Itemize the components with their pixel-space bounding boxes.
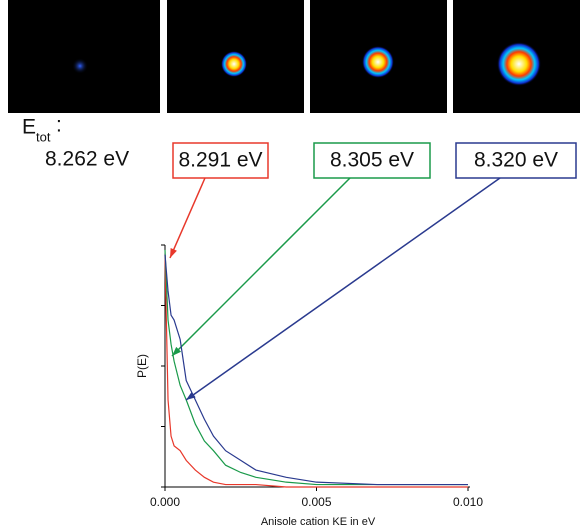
etot-sub: tot (36, 129, 51, 144)
x-tick-label: 0.005 (301, 495, 331, 509)
detector-images (8, 0, 580, 113)
image-spot (362, 46, 394, 78)
pointer-arrow (170, 178, 205, 258)
x-tick-label: 0.010 (453, 495, 483, 509)
energy-label: 8.262 eV (45, 148, 129, 171)
series-line (165, 250, 468, 485)
image-spot (221, 51, 247, 77)
etot-suffix: : (56, 114, 62, 137)
pointer-arrow (186, 178, 500, 400)
x-tick-label: 0.000 (150, 495, 180, 509)
legend-label: 8.320 eV (474, 149, 558, 172)
image-spot (497, 42, 541, 86)
y-axis-label: P(E) (135, 354, 149, 378)
image-spot (72, 58, 88, 74)
legend-label: 8.291 eV (178, 149, 262, 172)
etot-main: E (22, 116, 36, 139)
arrow-head (170, 248, 177, 258)
pointer-arrow (172, 178, 350, 356)
series-line (165, 255, 468, 485)
image (8, 0, 160, 113)
figure: E tot : 8.262 eV P(E) Anisole cation KE … (0, 0, 580, 529)
x-axis-label: Anisole cation KE in eV (261, 516, 376, 528)
legend-label: 8.305 eV (330, 149, 414, 172)
series-line (165, 255, 468, 487)
